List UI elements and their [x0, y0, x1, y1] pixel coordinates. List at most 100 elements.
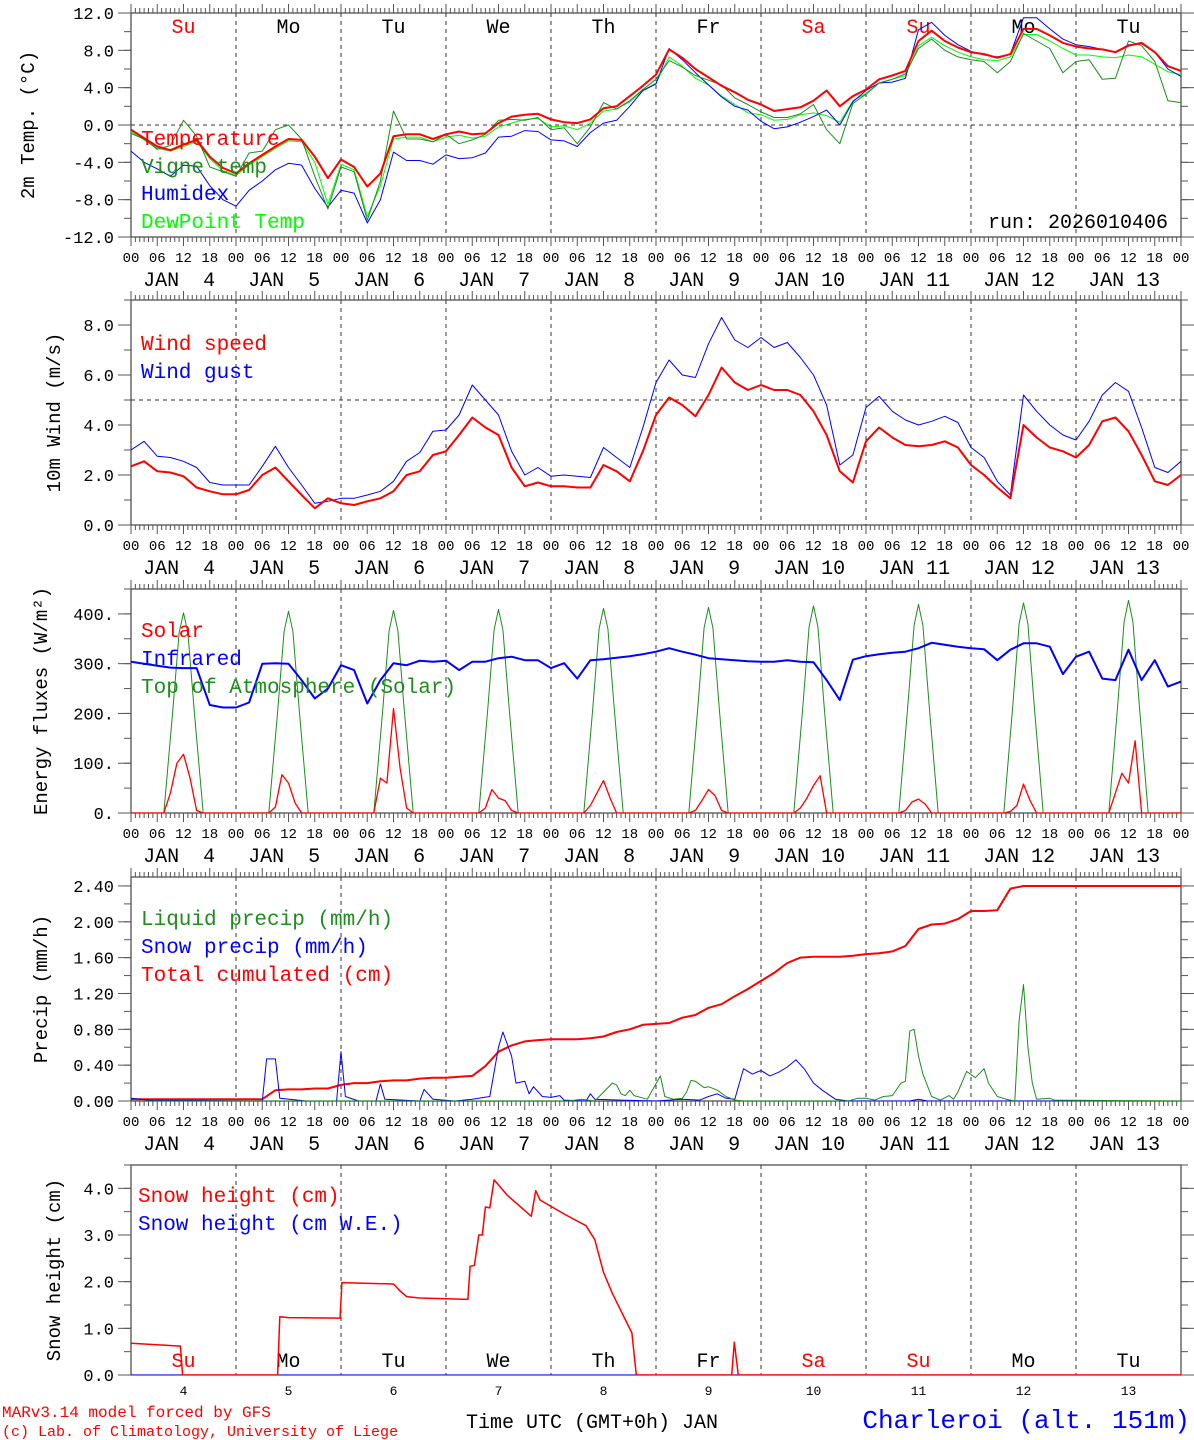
- hour-tick-label: 12: [385, 251, 402, 267]
- hour-tick-label: 06: [254, 539, 271, 555]
- day-number-label: 4: [180, 1384, 188, 1399]
- weekday-label: Su: [171, 17, 195, 40]
- date-label: JAN 8: [563, 270, 635, 293]
- weekday-label: We: [486, 17, 510, 40]
- hour-tick-label: 00: [1068, 539, 1085, 555]
- hour-tick-label: 06: [989, 539, 1006, 555]
- hour-tick-label: 18: [621, 827, 638, 843]
- y-axis-label: Energy fluxes (W/m²): [31, 587, 53, 815]
- hour-tick-label: 18: [411, 539, 428, 555]
- hour-tick-label: 00: [543, 1115, 560, 1131]
- hour-tick-label: 00: [123, 827, 140, 843]
- hour-tick-label: 12: [1120, 539, 1137, 555]
- hour-tick-label: 00: [858, 539, 875, 555]
- hour-tick-label: 06: [464, 1115, 481, 1131]
- hour-tick-label: 18: [831, 539, 848, 555]
- series-line-snow-height-cm: [131, 1179, 1181, 1375]
- hour-tick-label: 00: [123, 1115, 140, 1131]
- series-line-wind-speed: [131, 366, 1181, 510]
- series-line-solar: [131, 707, 1181, 813]
- weekday-label: Tu: [1116, 17, 1140, 40]
- hour-tick-label: 06: [884, 539, 901, 555]
- hour-tick-label: 00: [858, 827, 875, 843]
- weekday-label: Mo: [276, 1351, 300, 1374]
- y-tick-label: 1.20: [73, 986, 114, 1005]
- hour-tick-label: 00: [753, 539, 770, 555]
- hour-tick-label: 12: [700, 1115, 717, 1131]
- day-number-label: 8: [600, 1384, 608, 1399]
- hour-tick-label: 12: [910, 539, 927, 555]
- date-label: JAN 13: [1088, 1134, 1160, 1157]
- legend-entry: Snow precip (mm/h): [141, 937, 368, 960]
- date-label: JAN 4: [143, 558, 215, 581]
- y-axis-label: 2m Temp. (°C): [18, 51, 40, 199]
- day-number-label: 9: [705, 1384, 713, 1399]
- y-tick-label: 0.00: [73, 1094, 114, 1113]
- date-label: JAN 9: [668, 270, 740, 293]
- y-tick-label: 0.0: [83, 118, 114, 137]
- hour-tick-label: 06: [359, 539, 376, 555]
- hour-tick-label: 18: [831, 251, 848, 267]
- hour-tick-label: 00: [858, 251, 875, 267]
- hour-tick-label: 06: [1094, 1115, 1111, 1131]
- y-tick-label: 2.0: [83, 1275, 114, 1294]
- legend-entry: Top of Atmosphere (Solar): [141, 677, 456, 700]
- y-tick-label: 0.40: [73, 1058, 114, 1077]
- date-label: JAN 9: [668, 1134, 740, 1157]
- model-credit: MARv3.14 model forced by GFS: [2, 1404, 271, 1422]
- hour-tick-label: 06: [1094, 827, 1111, 843]
- hour-tick-label: 00: [1068, 1115, 1085, 1131]
- hour-tick-label: 00: [123, 539, 140, 555]
- y-tick-label: 1.60: [73, 951, 114, 970]
- hour-tick-label: 18: [726, 539, 743, 555]
- hour-tick-label: 18: [411, 827, 428, 843]
- series-group: [131, 1179, 1181, 1375]
- hour-tick-label: 18: [516, 1115, 533, 1131]
- hour-tick-label: 06: [254, 251, 271, 267]
- hour-tick-label: 18: [1041, 1115, 1058, 1131]
- hour-tick-label: 00: [963, 251, 980, 267]
- day-number-label: 11: [911, 1384, 927, 1399]
- date-label: JAN 12: [983, 558, 1055, 581]
- hour-tick-label: 18: [936, 251, 953, 267]
- hour-tick-label: 12: [595, 539, 612, 555]
- hour-tick-label: 12: [385, 1115, 402, 1131]
- y-tick-label: 8.0: [83, 318, 114, 337]
- series-group: [131, 317, 1181, 510]
- hour-tick-label: 06: [254, 1115, 271, 1131]
- hour-tick-label: 18: [306, 827, 323, 843]
- hour-tick-label: 06: [779, 539, 796, 555]
- hour-tick-label: 18: [306, 539, 323, 555]
- series-group: [131, 885, 1181, 1101]
- date-label: JAN 11: [878, 846, 950, 869]
- hour-tick-label: 18: [1146, 539, 1163, 555]
- run-annotation: run: 2026010406: [988, 212, 1168, 235]
- hour-tick-label: 06: [149, 827, 166, 843]
- hour-tick-label: 12: [1015, 1115, 1032, 1131]
- legend-entry: DewPoint Temp: [141, 212, 305, 235]
- hour-tick-label: 12: [910, 827, 927, 843]
- series-group: [131, 17, 1181, 224]
- hour-tick-label: 06: [149, 539, 166, 555]
- y-tick-label: -8.0: [73, 193, 114, 212]
- hour-tick-label: 18: [201, 827, 218, 843]
- date-label: JAN 8: [563, 1134, 635, 1157]
- y-tick-label: 200.: [73, 706, 114, 725]
- hour-tick-label: 06: [464, 539, 481, 555]
- hour-tick-label: 12: [805, 539, 822, 555]
- hour-tick-label: 12: [595, 1115, 612, 1131]
- y-tick-label: 100.: [73, 756, 114, 775]
- y-tick-label: 0.80: [73, 1022, 114, 1041]
- hour-tick-label: 12: [175, 827, 192, 843]
- date-label: JAN 12: [983, 1134, 1055, 1157]
- y-tick-label: 4.0: [83, 81, 114, 100]
- hour-tick-label: 00: [228, 539, 245, 555]
- date-label: JAN 11: [878, 558, 950, 581]
- hour-tick-label: 12: [910, 1115, 927, 1131]
- weekday-label: Mo: [276, 17, 300, 40]
- x-axis-title: Time UTC (GMT+0h) JAN: [466, 1412, 718, 1435]
- weekday-label: Su: [171, 1351, 195, 1374]
- hour-tick-label: 12: [1015, 539, 1032, 555]
- hour-tick-label: 18: [726, 1115, 743, 1131]
